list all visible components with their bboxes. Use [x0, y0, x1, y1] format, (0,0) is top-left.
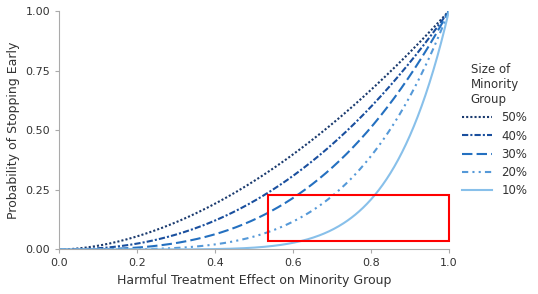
40% — [183, 230, 190, 233]
50% — [301, 144, 308, 148]
20% — [56, 248, 63, 251]
50% — [339, 113, 346, 117]
50% — [445, 9, 452, 13]
40% — [339, 133, 346, 137]
20% — [339, 185, 346, 189]
30% — [339, 156, 346, 160]
30% — [183, 239, 190, 243]
30% — [445, 9, 452, 13]
50% — [56, 248, 63, 251]
20% — [183, 245, 190, 249]
20% — [445, 9, 452, 13]
50% — [103, 242, 110, 246]
30% — [103, 247, 110, 251]
20% — [103, 248, 110, 251]
20% — [337, 187, 344, 191]
X-axis label: Harmful Treatment Effect on Minority Group: Harmful Treatment Effect on Minority Gro… — [117, 274, 391, 287]
30% — [301, 188, 308, 192]
40% — [103, 246, 110, 249]
Bar — [268, 195, 449, 241]
Line: 30%: 30% — [60, 11, 449, 250]
10% — [210, 247, 217, 251]
10% — [103, 248, 110, 251]
40% — [210, 219, 217, 223]
40% — [301, 166, 308, 169]
10% — [301, 238, 308, 242]
30% — [337, 158, 344, 161]
50% — [183, 216, 190, 219]
40% — [337, 135, 344, 138]
30% — [56, 248, 63, 251]
50% — [210, 203, 217, 206]
40% — [445, 9, 452, 13]
20% — [301, 213, 308, 217]
20% — [210, 243, 217, 246]
10% — [339, 222, 346, 225]
30% — [210, 233, 217, 236]
Line: 50%: 50% — [60, 11, 449, 250]
10% — [56, 248, 63, 251]
Line: 10%: 10% — [60, 11, 449, 250]
10% — [183, 248, 190, 251]
40% — [56, 248, 63, 251]
Y-axis label: Probability of Stopping Early: Probability of Stopping Early — [7, 41, 20, 219]
Line: 40%: 40% — [60, 11, 449, 250]
Legend: 50%, 40%, 30%, 20%, 10%: 50%, 40%, 30%, 20%, 10% — [459, 59, 531, 201]
10% — [337, 223, 344, 227]
10% — [445, 9, 452, 13]
50% — [337, 115, 344, 118]
Line: 20%: 20% — [60, 11, 449, 250]
